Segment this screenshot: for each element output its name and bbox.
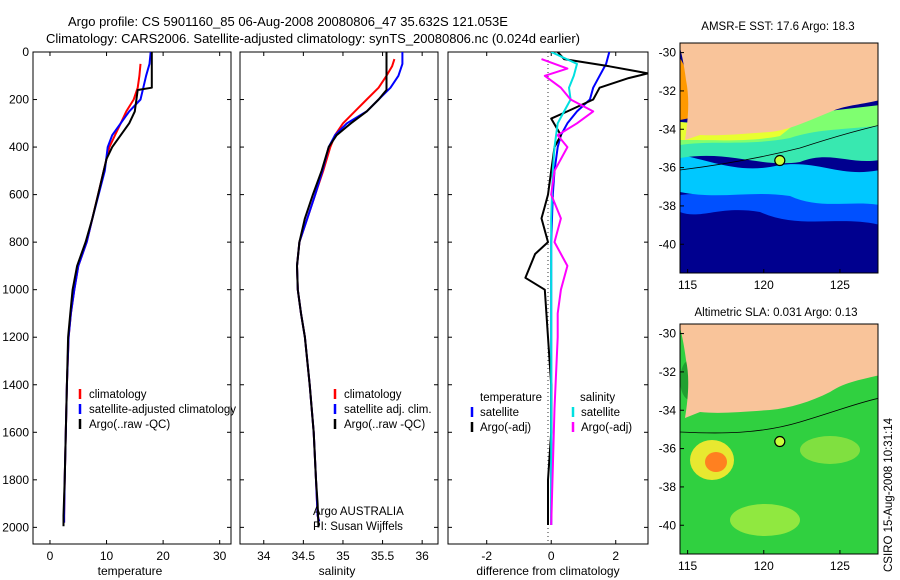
map-ytick-label: -32 — [659, 84, 677, 98]
sst-map-field — [680, 43, 878, 273]
temperature-xlabel: temperature — [98, 564, 163, 578]
legend-label: climatology — [344, 389, 402, 401]
map-ytick-label: -38 — [659, 199, 677, 213]
ytick-label: 1200 — [2, 330, 29, 344]
map-ytick-label: -30 — [659, 327, 677, 341]
map-ytick-label: -36 — [659, 161, 677, 175]
legend-label: Argo(..raw -QC) — [89, 419, 170, 431]
xtick-label: -2 — [481, 549, 492, 563]
series-line-0 — [550, 52, 611, 525]
series-line-1 — [63, 52, 152, 523]
map-ytick-label: -36 — [659, 442, 677, 456]
series-line-0 — [63, 63, 142, 523]
map-ytick-label: -40 — [659, 237, 677, 251]
map-ytick-label: -40 — [659, 518, 677, 532]
figure-title-line1: Argo profile: CS 5901160_85 06-Aug-2008 … — [68, 14, 508, 29]
xtick-label: 2 — [612, 549, 619, 563]
map-ytick-label: -34 — [659, 122, 677, 136]
ytick-label: 800 — [9, 235, 29, 249]
series-line-2 — [550, 52, 578, 525]
sla-land-australia — [680, 324, 878, 418]
sst-isobath — [680, 125, 878, 171]
salinity-xlabel: salinity — [319, 564, 356, 578]
ytick-label: 1400 — [2, 378, 29, 392]
legend-label: climatology — [89, 389, 147, 401]
legend-group-heading: salinity — [580, 392, 615, 404]
difference-xlabel: difference from climatology — [476, 564, 619, 578]
xtick-label: 0 — [548, 549, 555, 563]
ytick-label: 400 — [9, 140, 29, 154]
difference-panel: -2 0 2 difference from climatology tempera… — [447, 51, 649, 578]
legend-label: satellite-adjusted climatology — [89, 404, 236, 416]
map-xtick-label: 115 — [678, 559, 697, 573]
sst-map-frame — [679, 42, 879, 274]
figure-title-line2: Climatology: CARS2006. Satellite-adjuste… — [46, 31, 580, 46]
map-xtick-label: 125 — [830, 278, 850, 292]
legend-label: satellite adj. clim. — [344, 404, 432, 416]
sst-cyan-band — [680, 155, 878, 205]
series-line-2 — [62, 52, 153, 527]
map-ytick-label: -30 — [659, 46, 677, 60]
ytick-label: 600 — [9, 188, 29, 202]
sst-map-panel: AMSR-E SST: 17.6 Argo: 18.3 115 120 125 -30… — [659, 21, 879, 292]
sla-light-patch-2 — [730, 504, 800, 536]
profile-location-marker — [774, 154, 786, 167]
sla-map-panel: Altimetric SLA: 0.031 Argo: 0.13 115 120 1… — [659, 307, 879, 573]
ytick-label: 0 — [22, 45, 29, 59]
ytick-label: 200 — [9, 93, 29, 107]
argo-australia-label: Argo AUSTRALIA — [313, 506, 404, 518]
series-line-3 — [541, 58, 595, 526]
temperature-plot-frame — [32, 51, 232, 545]
series-line-2 — [296, 52, 388, 528]
map-ytick-label: -34 — [659, 403, 677, 417]
sst-map-title: AMSR-E SST: 17.6 Argo: 18.3 — [701, 21, 854, 33]
legend-label: Argo(-adj) — [480, 422, 531, 434]
xtick-label: 35 — [336, 549, 350, 563]
xtick-label: 10 — [100, 549, 114, 563]
ytick-label: 1000 — [2, 283, 29, 297]
temperature-panel: 0 10 20 30 0 200 400 600 800 1000 1200 1400 1600 1800… — [2, 45, 236, 578]
sla-map-title: Altimetric SLA: 0.031 Argo: 0.13 — [694, 307, 857, 319]
sla-isobath — [680, 398, 878, 434]
series-line-1 — [296, 52, 404, 522]
legend-label: satellite — [581, 407, 620, 419]
legend-label: satellite — [480, 407, 519, 419]
xtick-label: 34.5 — [292, 549, 316, 563]
legend-label: Argo(-adj) — [581, 422, 632, 434]
map-ytick-label: -38 — [659, 480, 677, 494]
sla-light-patch — [800, 436, 860, 464]
series-line-1 — [524, 52, 648, 525]
xtick-label: 35.5 — [371, 549, 395, 563]
xtick-label: 34 — [257, 549, 271, 563]
sla-map-frame — [679, 323, 879, 555]
legend-group-heading: temperature — [480, 392, 542, 404]
ytick-label: 1600 — [2, 425, 29, 439]
sla-orange-patch — [705, 452, 727, 472]
xtick-label: 0 — [47, 549, 54, 563]
pi-label: PI: Susan Wijffels — [313, 521, 403, 533]
legend-label: Argo(..raw -QC) — [344, 419, 425, 431]
xtick-label: 30 — [213, 549, 227, 563]
csiro-timestamp: CSIRO 15-Aug-2008 10:31:14 — [883, 417, 895, 572]
sla-map-field — [680, 324, 878, 554]
profile-location-marker — [774, 435, 786, 448]
salinity-panel: 34 34.5 35 35.5 36 salinity climatology satel… — [239, 51, 439, 578]
map-xtick-label: 120 — [754, 278, 774, 292]
salinity-plot-frame — [239, 51, 439, 545]
map-xtick-label: 125 — [830, 559, 850, 573]
ytick-label: 1800 — [2, 473, 29, 487]
map-xtick-label: 120 — [754, 559, 774, 573]
sst-land-australia — [680, 43, 878, 140]
xtick-label: 20 — [156, 549, 170, 563]
ytick-label: 2000 — [2, 520, 29, 534]
map-ytick-label: -32 — [659, 365, 677, 379]
map-xtick-label: 115 — [678, 278, 697, 292]
xtick-label: 36 — [415, 549, 429, 563]
